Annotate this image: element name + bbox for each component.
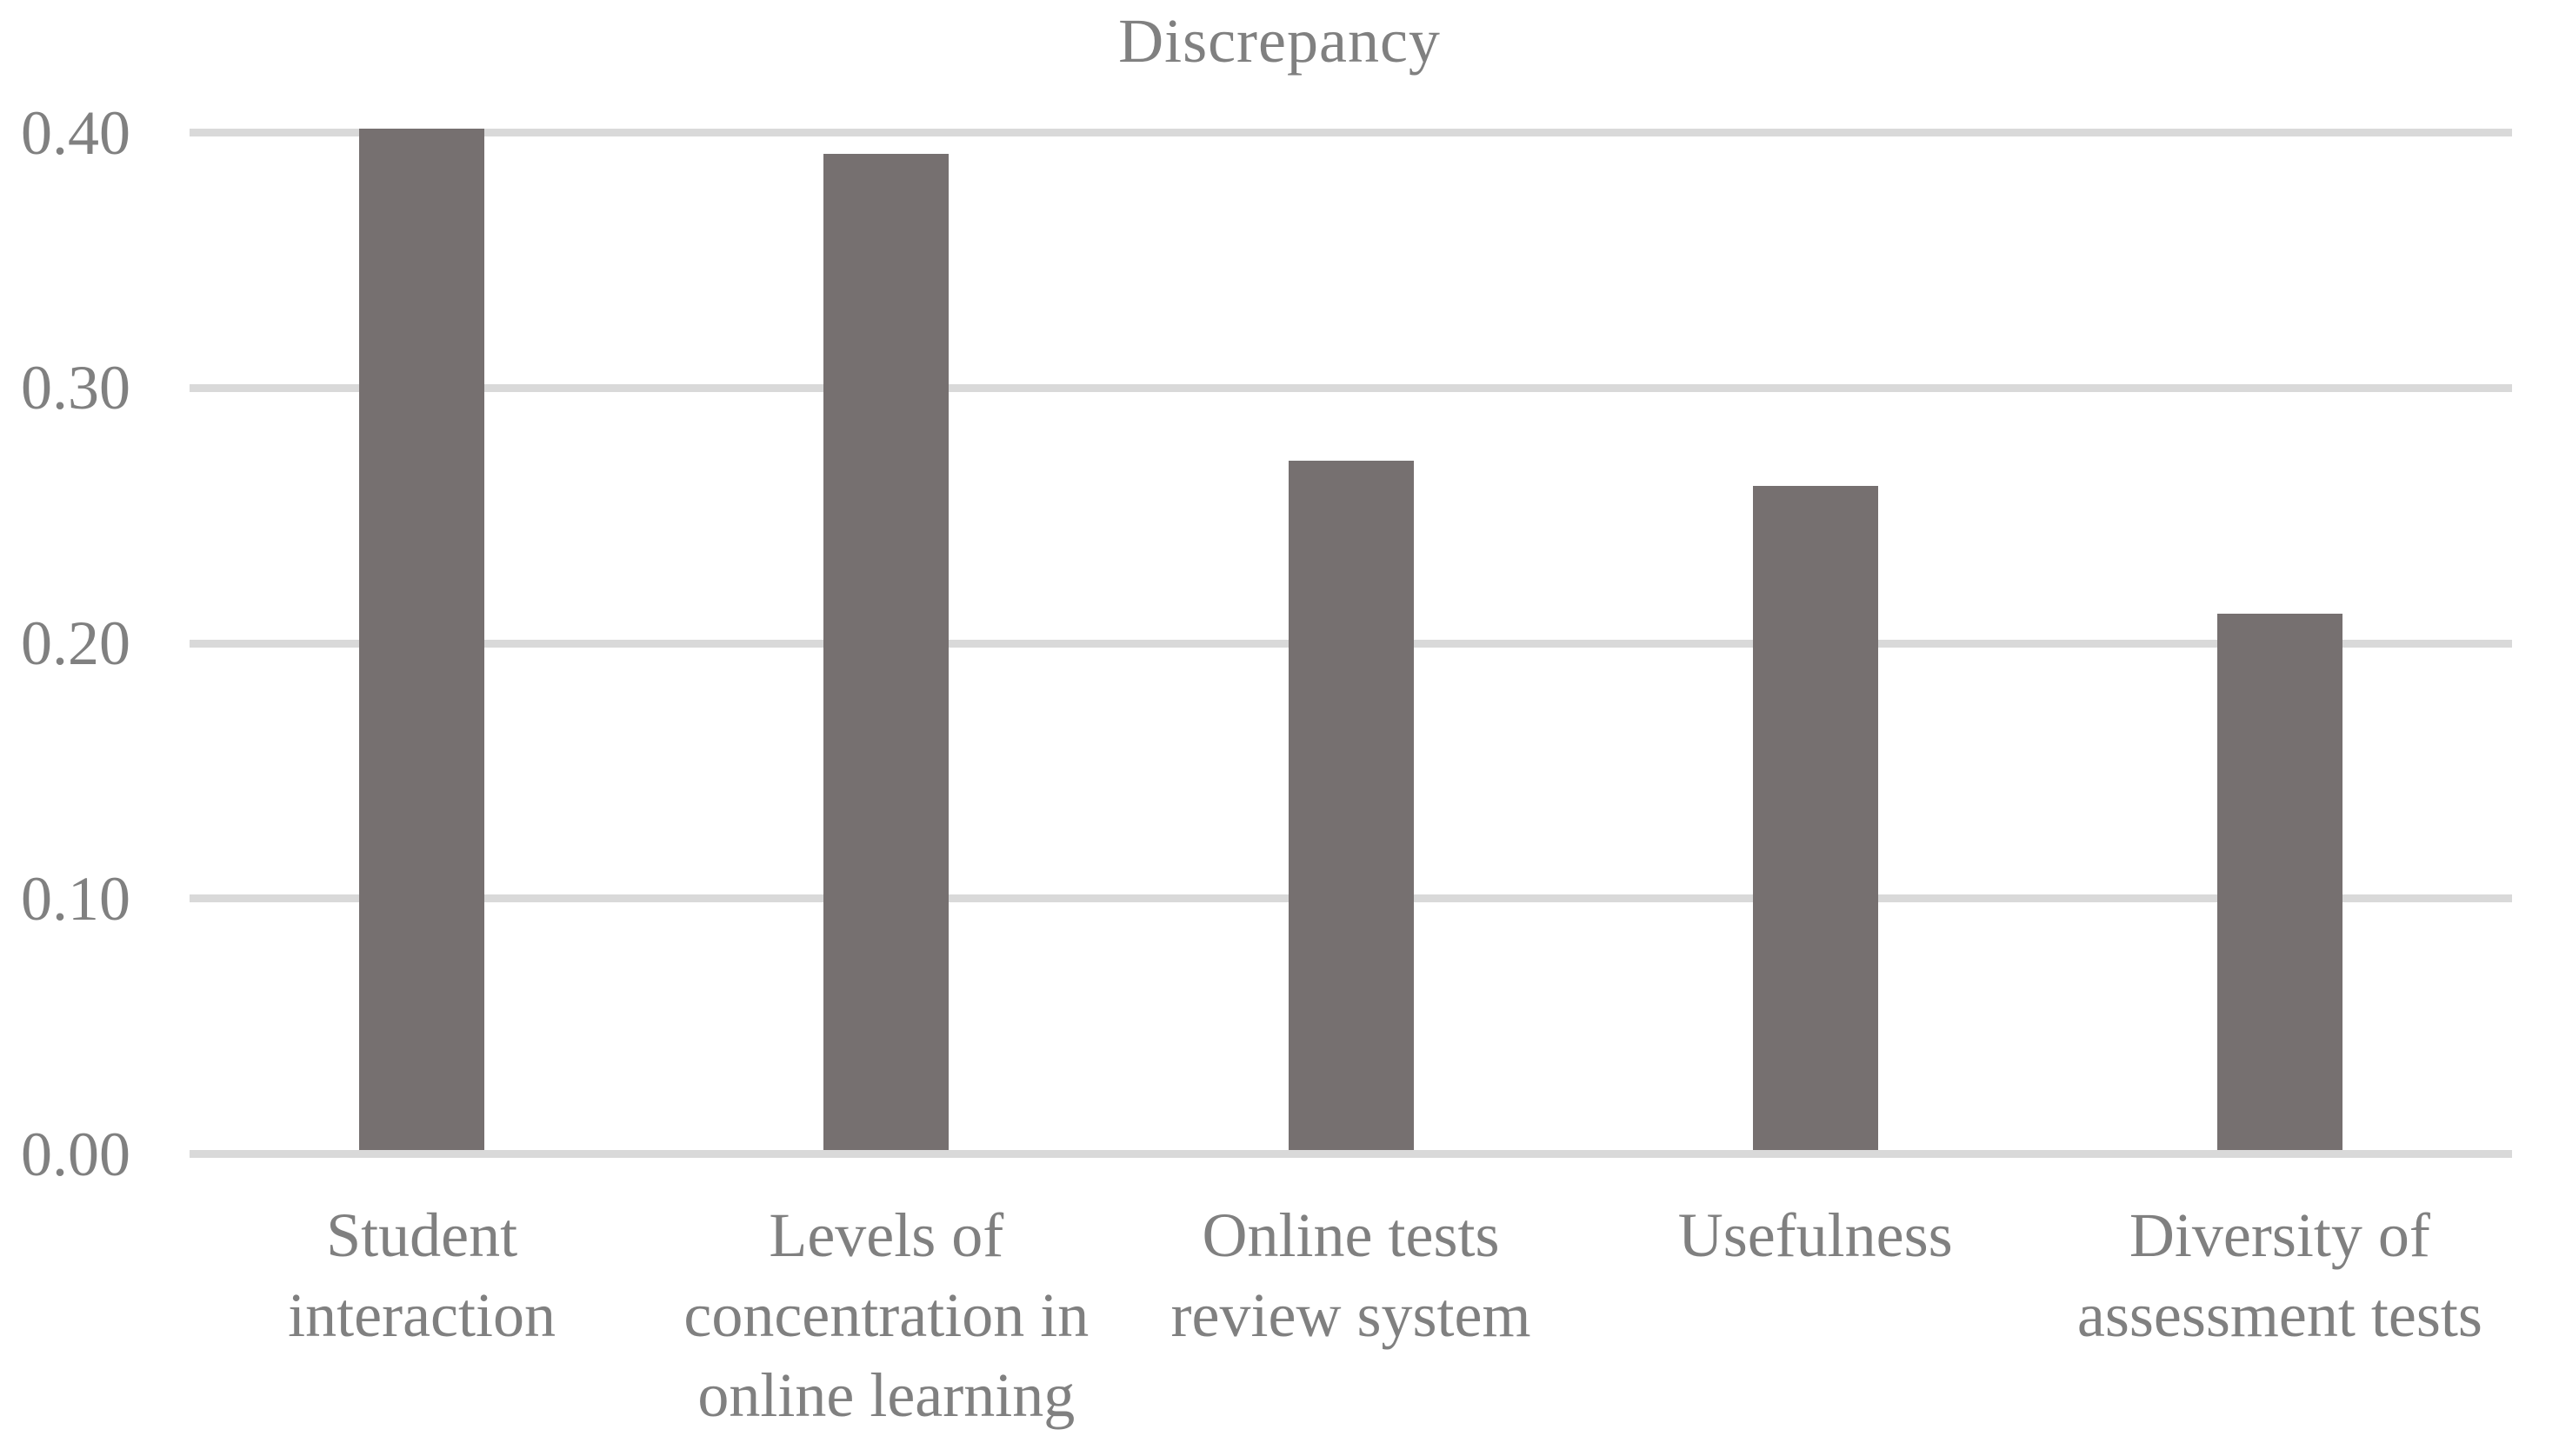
bar [823,154,950,1150]
gridline [190,383,2512,392]
chart-title: Discrepancy [1118,6,1441,76]
x-category-label-line: Online tests [1202,1200,1500,1270]
y-tick-label: 0.30 [21,353,130,423]
x-category-label-line: Student [326,1200,518,1270]
x-category-label-line: Levels of [769,1200,1004,1270]
gridline [190,129,2512,136]
y-tick-label: 0.10 [21,863,130,934]
x-category-label: Usefulness [1678,1195,1953,1275]
x-category-label-line: assessment tests [2076,1280,2482,1350]
x-category-label-line: Usefulness [1677,1200,1953,1270]
x-category-label-line: online learning [697,1360,1076,1430]
x-category-label: Student interaction [288,1195,556,1355]
bar [2216,614,2342,1150]
x-category-label-line: review system [1170,1280,1531,1350]
x-category-label-line: concentration in [683,1280,1090,1350]
x-category-label: Online tests review system [1171,1195,1531,1355]
bar [359,129,485,1150]
y-tick-label: 0.40 [21,97,130,168]
bar [1288,460,1414,1150]
x-category-label-line: Diversity of [2129,1200,2430,1270]
bar [1752,486,1878,1150]
x-category-label: Diversity of assessment tests [2077,1195,2482,1355]
x-category-label: Levels of concentration in online learning [683,1195,1089,1435]
gridline [190,1150,2512,1158]
x-category-label-line: interaction [288,1280,556,1350]
y-tick-label: 0.00 [21,1119,130,1189]
y-tick-label: 0.20 [21,608,130,678]
plot-area [190,129,2512,1158]
